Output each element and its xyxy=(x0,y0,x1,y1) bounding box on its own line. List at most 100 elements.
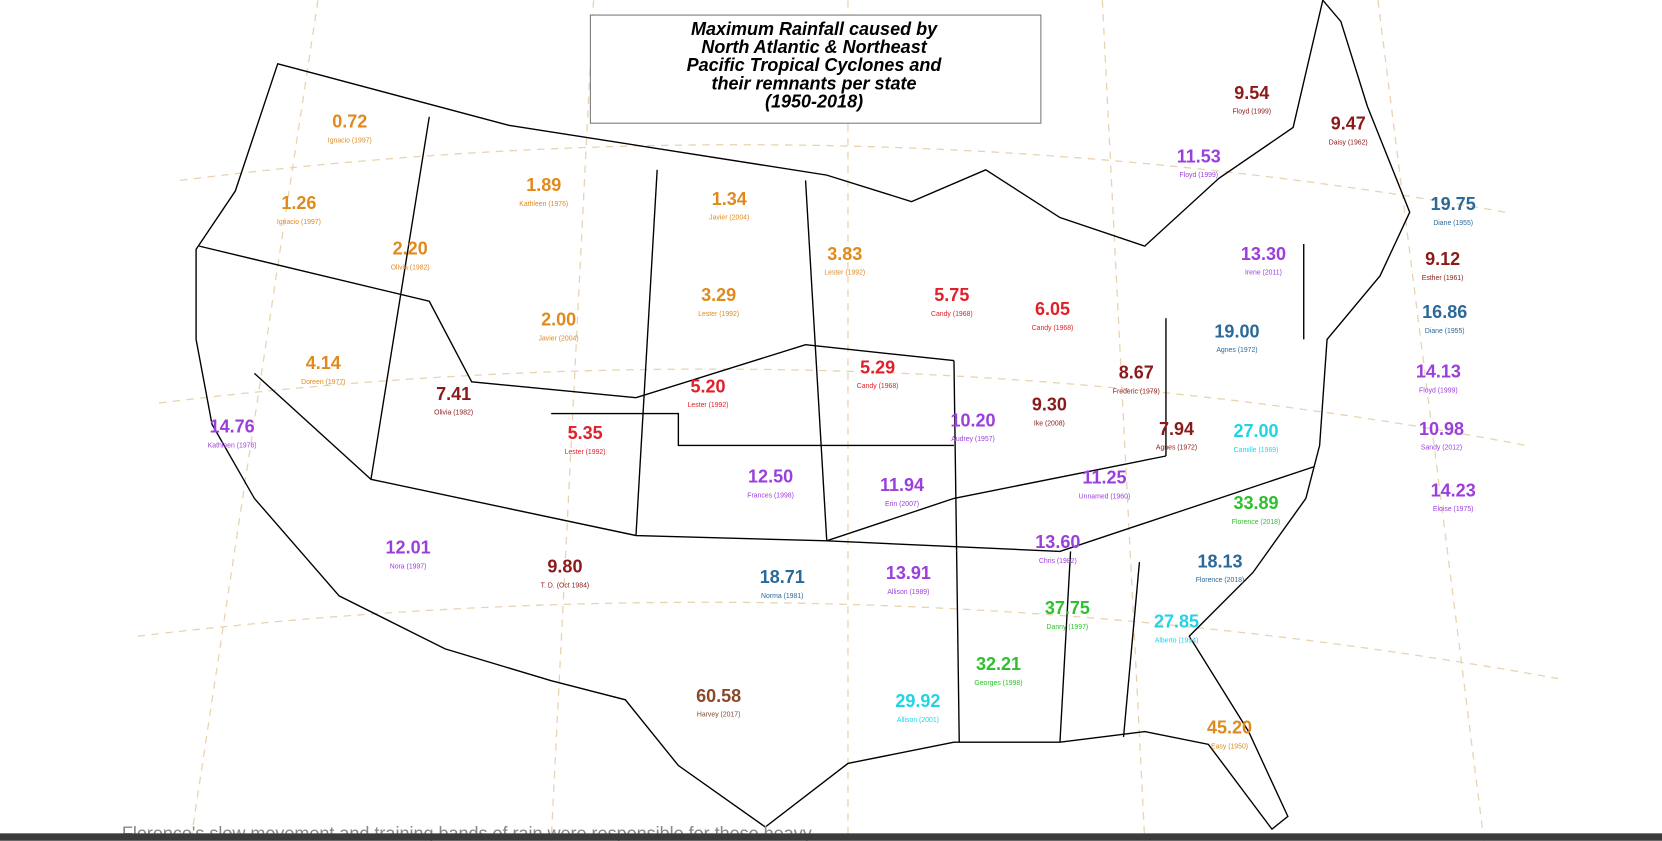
rainfall-value: 60.58 xyxy=(696,686,741,706)
rainfall-value: 3.83 xyxy=(827,244,862,264)
storm-name: T. D. (Oct 1984) xyxy=(541,582,590,589)
storm-name: Candy (1968) xyxy=(1032,325,1074,332)
rainfall-value: 10.98 xyxy=(1419,419,1464,439)
rainfall-value: 7.94 xyxy=(1159,419,1194,439)
rainfall-value: 14.76 xyxy=(210,417,255,437)
rainfall-value: 12.50 xyxy=(748,467,793,487)
rainfall-value: 9.12 xyxy=(1425,249,1460,269)
storm-name: Lester (1992) xyxy=(688,402,729,409)
title-box xyxy=(589,14,1042,124)
title-line: North Atlantic & Northeast xyxy=(701,37,927,57)
storm-name: Sandy (2012) xyxy=(1421,445,1462,452)
rainfall-value: 5.20 xyxy=(691,376,726,396)
storm-name: Lester (1992) xyxy=(565,449,606,456)
storm-name: Esther (1961) xyxy=(1422,275,1464,282)
state-borders xyxy=(195,0,1411,831)
rainfall-value: 9.80 xyxy=(547,557,582,577)
storm-name: Olivia (1982) xyxy=(391,264,430,271)
rainfall-value: 13.30 xyxy=(1241,244,1286,264)
storm-name: Danny (1997) xyxy=(1047,624,1089,631)
storm-name: Harvey (2017) xyxy=(697,712,741,719)
storm-name: Eloise (1975) xyxy=(1433,506,1474,513)
rainfall-value: 13.60 xyxy=(1035,532,1080,552)
storm-name: Florence (2018) xyxy=(1232,519,1281,526)
rainfall-value: 11.94 xyxy=(880,475,924,495)
rainfall-value: 27.00 xyxy=(1234,421,1279,441)
rainfall-value: 8.67 xyxy=(1119,363,1154,383)
storm-name: Diane (1955) xyxy=(1425,328,1465,335)
rainfall-value: 19.00 xyxy=(1214,321,1259,341)
storm-name: Allison (2001) xyxy=(897,717,939,724)
storm-name: Olivia (1982) xyxy=(434,410,473,417)
rainfall-value: 7.41 xyxy=(436,384,471,404)
rainfall-value: 37.75 xyxy=(1045,598,1090,618)
rainfall-value: 9.54 xyxy=(1234,83,1269,103)
storm-name: Agnes (1972) xyxy=(1156,445,1197,452)
title-line: Maximum Rainfall caused by xyxy=(691,19,938,39)
rainfall-value: 14.23 xyxy=(1431,480,1476,500)
storm-name: Kathleen (1976) xyxy=(519,201,568,208)
storm-name: Ike (2008) xyxy=(1034,420,1065,427)
title-line: Pacific Tropical Cyclones and xyxy=(687,55,943,75)
rainfall-value: 19.75 xyxy=(1431,194,1476,214)
storm-name: Kathleen (1976) xyxy=(208,443,257,450)
rainfall-value: 33.89 xyxy=(1234,493,1279,513)
rainfall-value: 0.72 xyxy=(332,111,367,131)
storm-name: Georges (1998) xyxy=(974,680,1022,687)
rainfall-value: 29.92 xyxy=(895,691,940,711)
rainfall-value: 9.47 xyxy=(1331,114,1366,134)
storm-name: Audrey (1957) xyxy=(951,436,995,443)
rainfall-value: 3.29 xyxy=(701,285,736,305)
storm-name: Chris (1982) xyxy=(1039,558,1077,565)
rainfall-value: 1.89 xyxy=(526,175,561,195)
storm-name: Lester (1992) xyxy=(698,311,739,318)
rainfall-value: 1.34 xyxy=(712,189,747,209)
storm-name: Ignacio (1997) xyxy=(328,137,372,144)
rainfall-value: 45.20 xyxy=(1207,718,1252,738)
rainfall-value: 2.00 xyxy=(541,310,576,330)
title-line: (1950-2018) xyxy=(765,91,863,111)
storm-name: Frances (1998) xyxy=(747,492,794,499)
rainfall-value: 14.13 xyxy=(1416,362,1461,382)
rainfall-value: 32.21 xyxy=(976,654,1021,674)
rainfall-value: 18.13 xyxy=(1197,551,1242,571)
storm-name: Javier (2004) xyxy=(539,335,579,342)
title-line: their remnants per state xyxy=(712,73,917,93)
storm-name: Camille (1969) xyxy=(1234,447,1279,454)
rainfall-value: 6.05 xyxy=(1035,299,1070,319)
storm-name: Nora (1997) xyxy=(390,563,427,570)
storm-name: Floyd (1999) xyxy=(1419,387,1458,394)
storm-name: Agnes (1972) xyxy=(1216,347,1257,354)
rainfall-value: 4.14 xyxy=(306,353,341,373)
storm-name: Ignacio (1997) xyxy=(277,219,321,226)
storm-name: Doreen (1977) xyxy=(301,379,345,386)
storm-name: Irene (2011) xyxy=(1245,270,1282,277)
storm-name: Florence (2018) xyxy=(1196,577,1245,584)
storm-name: Unnamed (1960) xyxy=(1079,493,1131,500)
rainfall-value: 10.20 xyxy=(951,410,996,430)
rainfall-value: 5.35 xyxy=(568,423,603,443)
storm-name: Floyd (1999) xyxy=(1232,109,1271,116)
rainfall-value: 9.30 xyxy=(1032,394,1067,414)
storm-name: Alberto (1994) xyxy=(1155,638,1199,645)
storm-name: Frederic (1979) xyxy=(1113,388,1160,395)
bottom-bar xyxy=(0,833,1662,841)
rainfall-value: 16.86 xyxy=(1422,302,1467,322)
graticule xyxy=(137,0,1559,841)
storm-name: Easy (1950) xyxy=(1211,744,1248,751)
storm-name: Floyd (1999) xyxy=(1179,172,1218,179)
storm-name: Candy (1968) xyxy=(931,311,973,318)
storm-name: Javier (2004) xyxy=(709,215,749,222)
rainfall-value: 18.71 xyxy=(760,567,805,587)
storm-name: Norma (1981) xyxy=(761,593,803,600)
rainfall-value: 1.26 xyxy=(281,193,316,213)
storm-name: Allison (1989) xyxy=(887,589,929,596)
labels: 0.72 Ignacio (1997) 1.26 Ignacio (1997) 1.89… xyxy=(208,83,1476,751)
rainfall-value: 12.01 xyxy=(386,538,431,558)
storm-name: Erin (2007) xyxy=(885,501,919,508)
rainfall-value: 2.20 xyxy=(393,239,428,259)
rainfall-value: 11.53 xyxy=(1177,146,1221,166)
